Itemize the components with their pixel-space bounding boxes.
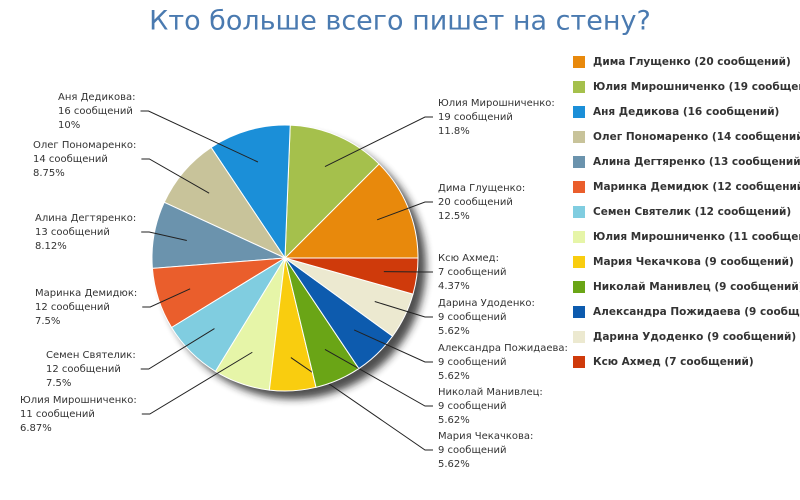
data-label-value: 14 сообщений	[33, 154, 108, 165]
data-label-value: 7 сообщений	[438, 267, 507, 278]
leader-line	[141, 351, 253, 415]
legend-swatch	[573, 356, 585, 368]
data-label-percent: 12.5%	[438, 211, 470, 222]
data-label-value: 9 сообщений	[438, 401, 507, 412]
data-label-percent: 6.87%	[20, 423, 52, 434]
data-label-percent: 8.12%	[35, 241, 67, 252]
data-label-name: Ксю Ахмед:	[438, 253, 499, 264]
data-label-name: Дарина Удоденко:	[438, 298, 535, 309]
pie-slice	[210, 124, 291, 260]
data-label-name: Александра Пожидаева:	[438, 343, 568, 354]
data-label-value: 9 сообщений	[438, 312, 507, 323]
legend-swatch	[573, 181, 585, 193]
data-label-name: Мария Чекачкова:	[438, 431, 533, 442]
data-label-value: 16 сообщений	[58, 106, 133, 117]
legend-label: Алина Дегтяренко (13 сообщений)	[593, 156, 800, 168]
leader-line	[376, 201, 433, 221]
data-label-name: Дима Глущенко:	[438, 183, 525, 194]
legend-label: Ксю Ахмед (7 сообщений)	[593, 356, 754, 368]
data-label-value: 20 сообщений	[438, 197, 513, 208]
data-label-percent: 5.62%	[438, 326, 470, 337]
leader-line	[141, 158, 210, 194]
data-label-name: Семен Святелик:	[46, 350, 136, 361]
leader-line	[142, 288, 191, 308]
data-label-percent: 4.37%	[438, 281, 470, 292]
legend-swatch	[573, 81, 585, 93]
legend-swatch	[573, 331, 585, 343]
data-label-percent: 5.62%	[438, 459, 470, 470]
legend-label: Семен Святелик (12 сообщений)	[593, 206, 791, 218]
legend-label: Юлия Мирошниченко (11 сообщений)	[593, 231, 800, 243]
legend-label: Дима Глущенко (20 сообщений)	[593, 56, 791, 68]
data-label-percent: 10%	[58, 120, 80, 131]
data-label-percent: 5.62%	[438, 371, 470, 382]
legend-label: Мария Чекачкова (9 сообщений)	[593, 256, 794, 268]
data-label-percent: 5.62%	[438, 415, 470, 426]
data-label-name: Николай Манивлец:	[438, 387, 543, 398]
data-label-name: Юлия Мирошниченко:	[438, 98, 555, 109]
data-label-name: Алина Дегтяренко:	[35, 213, 136, 224]
leader-line	[140, 110, 259, 163]
legend-swatch	[573, 256, 585, 268]
legend-label: Дарина Удоденко (9 сообщений)	[593, 331, 796, 343]
legend-swatch	[573, 206, 585, 218]
data-label-percent: 11.8%	[438, 126, 470, 137]
data-label-name: Аня Дедикова:	[58, 92, 136, 103]
pie-slice	[284, 257, 419, 295]
legend-swatch	[573, 231, 585, 243]
leader-line	[141, 231, 187, 241]
legend-label: Александра Пожидаева (9 сообщений)	[593, 306, 800, 318]
data-label-value: 12 сообщений	[46, 364, 121, 375]
data-label-name: Олег Пономаренко:	[33, 140, 136, 151]
data-label-percent: 7.5%	[46, 378, 71, 389]
data-label-value: 19 сообщений	[438, 112, 513, 123]
legend-label: Николай Манивлец (9 сообщений)	[593, 281, 800, 293]
data-label-value: 9 сообщений	[438, 357, 507, 368]
data-label-percent: 7.5%	[35, 316, 60, 327]
legend-label: Маринка Демидюк (12 сообщений)	[593, 181, 800, 193]
pie-slice	[283, 163, 419, 259]
chart-title: Кто больше всего пишет на стену?	[149, 6, 651, 37]
legend-swatch	[573, 156, 585, 168]
leader-line	[140, 328, 215, 370]
legend-swatch	[573, 56, 585, 68]
legend-label: Юлия Мирошниченко (19 сообщений)	[593, 81, 800, 93]
leader-line	[290, 357, 433, 451]
legend-label: Олег Пономаренко (14 сообщений)	[593, 131, 800, 143]
leader-line	[324, 116, 433, 168]
data-label-value: 12 сообщений	[35, 302, 110, 313]
data-label-value: 9 сообщений	[438, 445, 507, 456]
legend-swatch	[573, 281, 585, 293]
data-label-percent: 8.75%	[33, 168, 65, 179]
legend-label: Аня Дедикова (16 сообщений)	[593, 106, 779, 118]
data-label-name: Маринка Демидюк:	[35, 288, 137, 299]
legend-swatch	[573, 106, 585, 118]
legend-swatch	[573, 306, 585, 318]
data-label-value: 13 сообщений	[35, 227, 110, 238]
leader-line	[374, 301, 433, 318]
data-label-value: 11 сообщений	[20, 409, 95, 420]
pie-slice	[284, 124, 380, 260]
legend-swatch	[573, 131, 585, 143]
data-label-name: Юлия Мирошниченко:	[20, 395, 137, 406]
leader-line	[353, 329, 433, 363]
